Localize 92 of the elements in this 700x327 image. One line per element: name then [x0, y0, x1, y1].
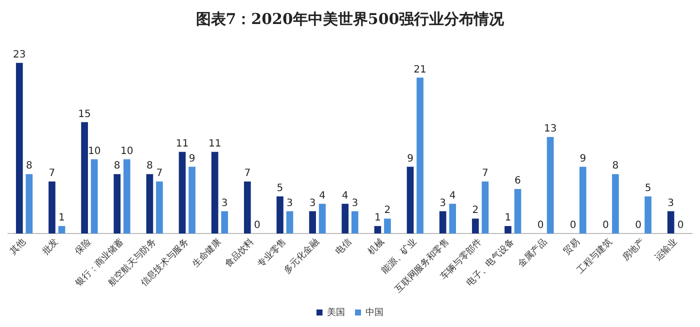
data-label: 3 — [668, 198, 674, 209]
data-label: 9 — [188, 153, 196, 164]
bar — [146, 174, 154, 234]
bar — [211, 152, 218, 234]
bar — [156, 182, 163, 234]
x-tick-label: 贸易 — [561, 236, 582, 256]
bar — [644, 196, 652, 234]
data-label: 9 — [580, 153, 586, 164]
bar — [123, 159, 130, 234]
data-label: 7 — [482, 168, 488, 180]
x-tick-label: 电信 — [333, 236, 354, 256]
bar — [514, 188, 522, 234]
x-tick-label: 其他 — [8, 236, 28, 256]
data-label: 2 — [472, 205, 479, 216]
data-label: 1 — [374, 212, 381, 224]
x-tick-label: 食品饮料 — [222, 236, 256, 269]
x-tick-label: 运输业 — [652, 236, 679, 263]
bar — [472, 218, 479, 234]
bar — [612, 174, 619, 234]
data-label: 8 — [612, 160, 619, 172]
data-label: 6 — [514, 176, 521, 187]
data-label: 5 — [644, 182, 652, 194]
bar — [286, 211, 294, 234]
data-label: 4 — [342, 190, 348, 202]
bar — [384, 218, 391, 234]
data-label: 1 — [58, 212, 65, 224]
bar — [439, 211, 446, 234]
bar — [178, 152, 186, 234]
data-label: 0 — [677, 220, 684, 232]
bar — [188, 166, 196, 234]
data-label: 8 — [146, 160, 153, 172]
data-label: 4 — [319, 190, 326, 202]
data-label: 0 — [602, 220, 609, 232]
data-label: 5 — [276, 182, 284, 194]
bar — [48, 182, 56, 234]
data-label: 23 — [13, 49, 26, 60]
bar — [26, 174, 33, 234]
bar — [221, 211, 228, 234]
data-label: 8 — [114, 160, 120, 172]
data-label: 7 — [244, 168, 251, 180]
x-tick-label: 生命健康 — [190, 236, 223, 269]
data-label: 2 — [384, 205, 391, 216]
bar — [482, 182, 489, 234]
bar — [276, 196, 284, 234]
data-label: 10 — [120, 146, 134, 157]
bar — [504, 226, 512, 234]
data-label: 13 — [544, 124, 557, 135]
data-label: 21 — [414, 64, 426, 76]
legend-label: 中国 — [366, 306, 384, 317]
bar — [449, 204, 456, 234]
data-label: 0 — [635, 220, 642, 232]
chart-title: 图表7：2020年中美世界500强行业分布情况 — [194, 9, 506, 30]
bar — [374, 226, 382, 234]
bar — [81, 122, 88, 234]
data-label: 4 — [449, 190, 456, 202]
bar — [318, 204, 326, 234]
data-label: 0 — [254, 220, 260, 232]
data-label: 8 — [26, 160, 32, 172]
bar — [351, 211, 358, 234]
bar — [416, 78, 424, 234]
bar — [667, 211, 674, 234]
data-label: 15 — [78, 108, 91, 120]
x-tick-label: 保险 — [72, 236, 93, 256]
bar — [406, 166, 414, 234]
x-tick-label: 金属产品 — [516, 236, 549, 269]
data-label: 3 — [352, 198, 358, 209]
data-label: 1 — [504, 212, 512, 224]
legend-label: 美国 — [327, 306, 345, 317]
data-label: 11 — [176, 138, 189, 150]
x-tick-label: 机械 — [366, 236, 386, 256]
x-tick-label: 批发 — [40, 236, 60, 256]
data-label: 3 — [440, 198, 446, 209]
data-label: 9 — [407, 153, 414, 164]
data-label: 7 — [156, 168, 163, 180]
data-label: 10 — [88, 146, 101, 157]
bar — [546, 137, 554, 234]
data-label: 0 — [537, 220, 544, 232]
data-label: 3 — [309, 198, 316, 209]
data-label: 11 — [208, 138, 222, 150]
bar — [579, 166, 586, 234]
data-label: 3 — [286, 198, 293, 209]
data-label: 0 — [570, 220, 576, 232]
data-label: 3 — [221, 198, 228, 209]
bar — [90, 159, 98, 234]
bar — [114, 174, 121, 234]
x-tick-label: 房地产 — [620, 236, 646, 263]
bar — [58, 226, 66, 234]
bar — [342, 204, 349, 234]
data-label: 7 — [48, 168, 56, 180]
bar — [16, 62, 23, 234]
bar — [244, 182, 251, 234]
bar — [309, 211, 316, 234]
